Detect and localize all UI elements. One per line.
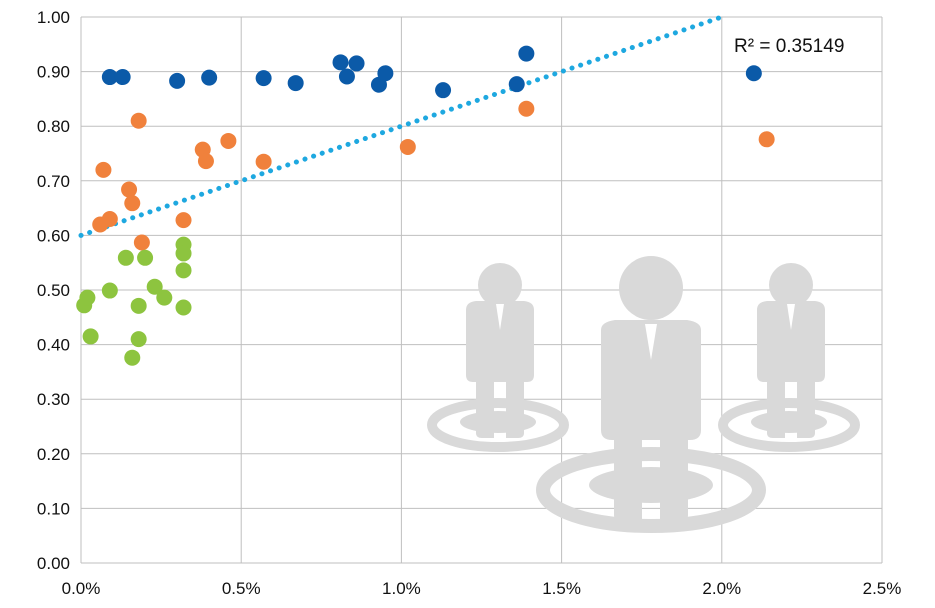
data-point-series-2: [255, 153, 272, 170]
data-point-series-3: [175, 245, 192, 262]
data-point-series-2: [121, 181, 138, 198]
y-tick-label: 0.20: [37, 445, 70, 464]
y-tick-label: 0.40: [37, 336, 70, 355]
x-tick-label: 0.5%: [222, 579, 261, 598]
data-point-series-2: [133, 234, 150, 251]
y-tick-label: 1.00: [37, 8, 70, 27]
y-tick-label: 0.30: [37, 390, 70, 409]
trendline-path: [78, 14, 725, 238]
y-tick-label: 0.70: [37, 172, 70, 191]
y-tick-label: 0.90: [37, 63, 70, 82]
data-point-series-3: [82, 328, 99, 345]
data-point-series-3: [156, 289, 173, 306]
data-point-series-1: [518, 45, 535, 62]
data-point-series-2: [124, 195, 141, 212]
data-point-series-2: [197, 153, 214, 170]
data-point-series-1: [201, 69, 218, 86]
data-point-series-3: [117, 249, 134, 266]
y-tick-label: 0.50: [37, 281, 70, 300]
data-point-series-1: [508, 76, 525, 93]
y-tick-label: 0.60: [37, 226, 70, 245]
x-tick-label: 1.0%: [382, 579, 421, 598]
x-tick-label: 1.5%: [542, 579, 581, 598]
data-point-series-3: [130, 331, 147, 348]
data-point-series-2: [95, 161, 112, 178]
r-squared-label-bg: [728, 24, 880, 64]
data-point-series-1: [169, 72, 186, 89]
data-point-series-1: [332, 54, 349, 71]
data-point-series-2: [130, 112, 147, 129]
data-point-series-3: [130, 297, 147, 314]
r-squared-label: R² = 0.35149: [734, 36, 844, 57]
x-tick-label: 2.0%: [702, 579, 741, 598]
data-point-series-3: [146, 278, 163, 295]
x-tick-label: 2.5%: [863, 579, 902, 598]
data-point-series-2: [220, 132, 237, 149]
data-point-series-1: [745, 65, 762, 82]
data-point-series-3: [101, 282, 118, 299]
y-tick-label: 0.80: [37, 117, 70, 136]
data-point-series-3: [137, 249, 154, 266]
data-point-series-1: [338, 68, 355, 85]
x-tick-label: 0.0%: [62, 579, 101, 598]
trendline: [78, 14, 725, 238]
data-point-series-1: [435, 82, 452, 99]
y-tick-label: 0.10: [37, 499, 70, 518]
tick-labels: 0.00 0.10 0.20 0.30 0.40 0.50 0.60 0.70 0.80 0.90…: [37, 8, 901, 598]
data-point-series-2: [518, 100, 535, 117]
data-point-series-1: [348, 55, 365, 72]
data-point-series-3: [79, 289, 96, 306]
data-point-series-1: [114, 69, 131, 86]
data-point-series-2: [101, 211, 118, 228]
people-icon: [427, 256, 860, 533]
data-point-series-2: [758, 131, 775, 148]
data-point-series-3: [175, 262, 192, 279]
data-point-series-3: [124, 349, 141, 366]
y-tick-label: 0.00: [37, 554, 70, 573]
data-point-series-1: [101, 69, 118, 86]
data-point-series-2: [175, 212, 192, 229]
data-point-series-1: [287, 75, 304, 92]
data-points: [76, 45, 775, 366]
data-point-series-2: [399, 138, 416, 155]
data-point-series-1: [377, 65, 394, 82]
data-point-series-3: [175, 299, 192, 316]
data-point-series-1: [255, 70, 272, 87]
